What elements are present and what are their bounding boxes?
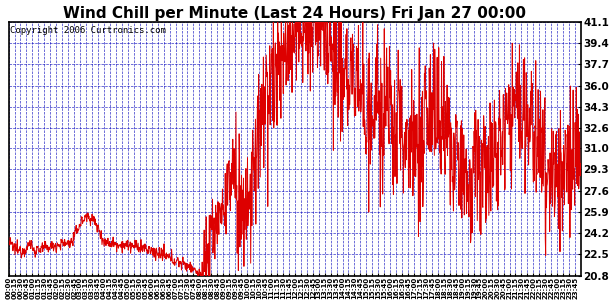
Text: Copyright 2006 Curtronics.com: Copyright 2006 Curtronics.com	[10, 26, 166, 34]
Title: Wind Chill per Minute (Last 24 Hours) Fri Jan 27 00:00: Wind Chill per Minute (Last 24 Hours) Fr…	[63, 5, 526, 20]
